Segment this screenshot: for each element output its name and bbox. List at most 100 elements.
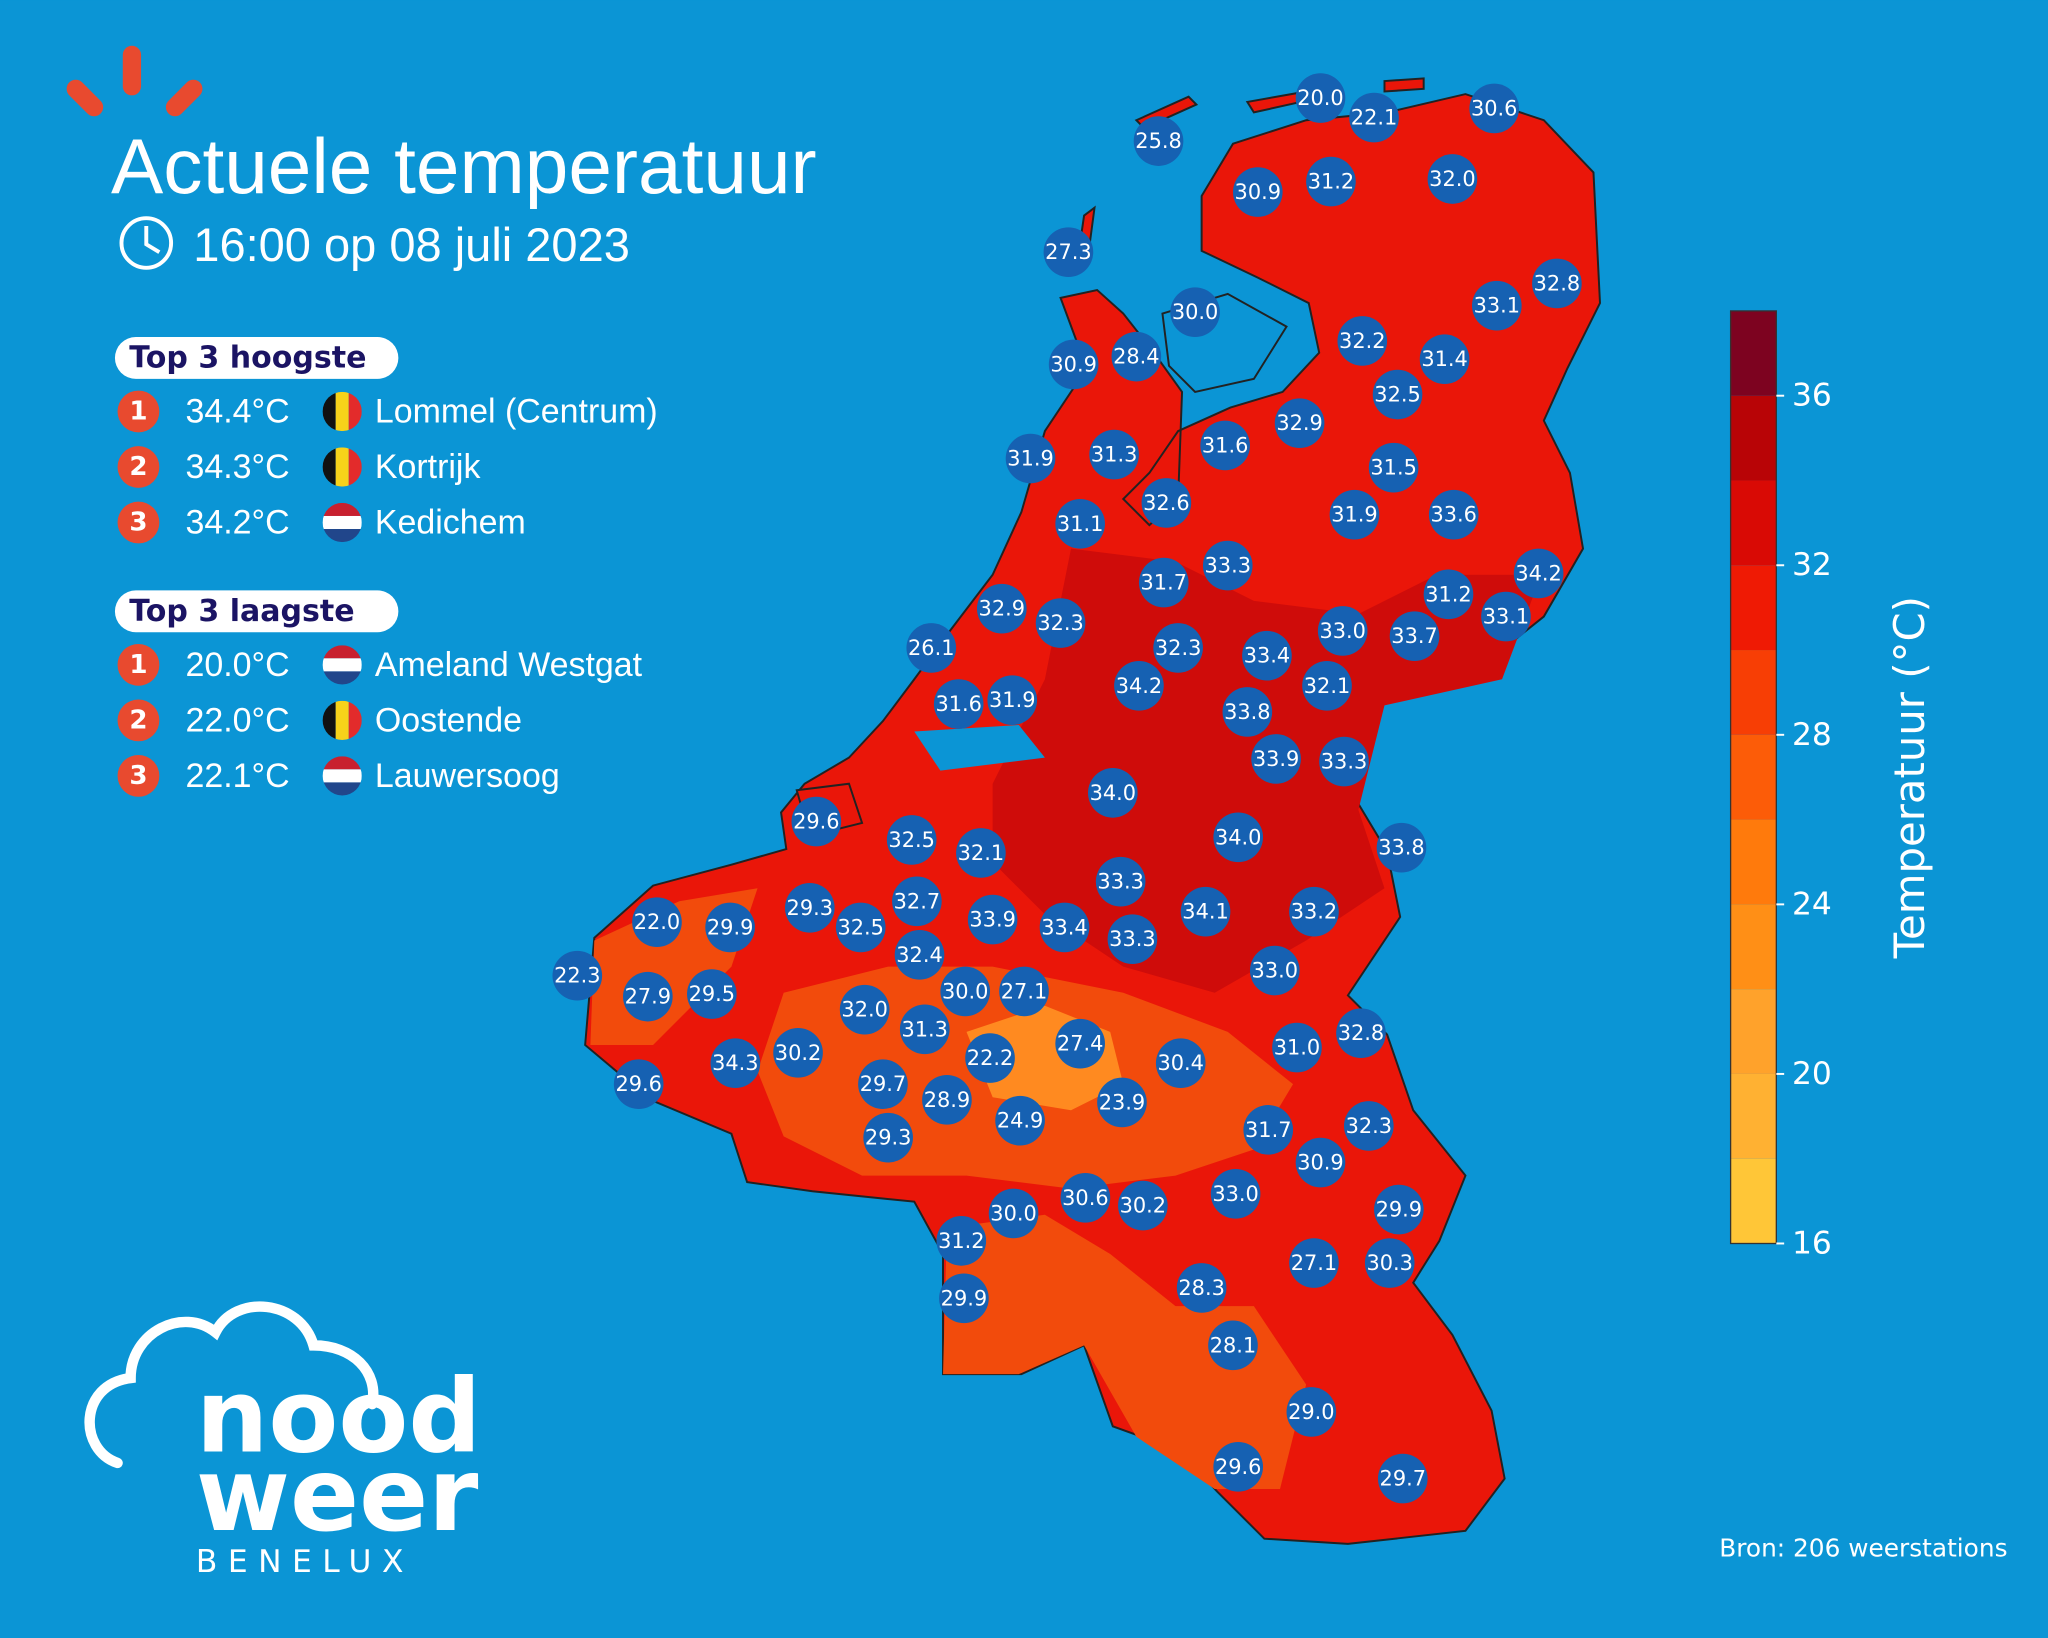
station-value: 32.5	[888, 828, 934, 852]
station-value: 32.2	[1339, 329, 1385, 353]
colorbar-label: Temperatuur (°C)	[1885, 596, 1934, 959]
station-name: Kortrijk	[375, 448, 482, 486]
colorbar-band	[1730, 650, 1777, 735]
station-value: 31.9	[1007, 447, 1053, 471]
station-value: 31.3	[901, 1017, 947, 1041]
station-value: 31.2	[1425, 582, 1471, 606]
station-value: 22.0	[634, 910, 680, 934]
station-value: 34.1	[1182, 900, 1228, 924]
station-marker	[1286, 1387, 1337, 1437]
station-value: 22.3	[554, 964, 600, 988]
flag-stripe	[348, 391, 362, 432]
rank: 3	[129, 508, 147, 538]
station-value: 29.7	[1380, 1467, 1426, 1491]
station-marker	[710, 1038, 761, 1089]
station-value: 30.9	[1050, 352, 1096, 376]
temp: 22.0°C	[185, 701, 289, 739]
colorbar-tick-label: 28	[1792, 717, 1832, 753]
flag-stripe	[335, 447, 349, 487]
station-marker	[1319, 736, 1369, 787]
station-marker	[940, 966, 991, 1017]
station-marker	[1374, 1184, 1424, 1235]
station-marker	[839, 984, 890, 1035]
station-marker	[863, 1112, 913, 1163]
station-value: 32.1	[1304, 674, 1350, 698]
clock-icon	[119, 216, 174, 270]
flag-stripe	[322, 391, 336, 432]
station-value: 33.3	[1097, 870, 1143, 894]
flag	[322, 700, 362, 740]
station-marker	[995, 1095, 1045, 1146]
list-heading-bg	[114, 590, 399, 633]
station-marker	[1289, 886, 1339, 937]
flag	[322, 502, 362, 543]
station-marker	[1055, 499, 1105, 549]
station-marker	[1295, 1137, 1346, 1188]
rank-badge	[117, 390, 160, 433]
station-marker	[933, 679, 984, 729]
station-value: 22.2	[967, 1046, 1013, 1070]
station-marker	[1428, 489, 1479, 540]
station-marker	[1306, 156, 1356, 207]
colorbar-band	[1730, 1073, 1777, 1159]
colorbar-tick-label: 36	[1792, 378, 1832, 414]
colorbar-band	[1730, 989, 1777, 1074]
station-value: 30.0	[1172, 300, 1218, 324]
station-marker	[1210, 1169, 1261, 1219]
station-marker	[1469, 83, 1520, 134]
station-value: 22.1	[1351, 106, 1397, 130]
station-marker	[1344, 1101, 1394, 1151]
station-marker	[956, 828, 1006, 878]
title: Actuele temperatuur	[111, 122, 817, 210]
station-value: 29.9	[1376, 1198, 1422, 1222]
station-value: 29.6	[615, 1072, 661, 1096]
station-value: 33.1	[1474, 294, 1520, 318]
station-value: 32.9	[979, 597, 1025, 621]
station-name: Oostende	[375, 701, 522, 739]
station-value: 33.1	[1483, 605, 1529, 629]
station-value: 33.7	[1391, 624, 1437, 648]
station-value: 32.8	[1534, 271, 1580, 295]
station-value: 30.4	[1157, 1051, 1203, 1075]
temp: 34.4°C	[185, 392, 289, 430]
station-marker	[1180, 886, 1231, 937]
top-lists: Top 3 hoogste 1 34.4°C Lommel (Centrum) 2 34.…	[114, 337, 658, 797]
station-value: 34.2	[1515, 561, 1561, 585]
colorbar-band	[1730, 734, 1777, 820]
station-marker	[1389, 611, 1440, 661]
flag	[322, 447, 362, 487]
colorbar-band	[1730, 480, 1777, 566]
station-marker	[999, 966, 1049, 1017]
temp: 22.1°C	[185, 757, 289, 795]
station-marker	[1200, 420, 1250, 471]
logo-subtext: BENELUX	[196, 1544, 414, 1580]
station-value: 31.7	[1245, 1118, 1291, 1142]
station-marker	[791, 796, 842, 847]
colorbar-frame	[1729, 310, 1777, 1245]
station-value: 31.9	[989, 688, 1035, 712]
flag-stripe	[322, 447, 336, 487]
station-value: 29.5	[689, 982, 735, 1006]
station-marker	[894, 930, 945, 980]
flag-stripe	[322, 645, 362, 659]
station-marker	[1295, 73, 1346, 123]
station-marker	[1005, 433, 1056, 484]
station-marker	[1118, 1180, 1168, 1231]
station-value: 29.0	[1288, 1400, 1334, 1424]
station-value: 29.9	[941, 1286, 987, 1310]
station-value: 31.2	[1308, 170, 1354, 194]
station-value: 30.2	[1120, 1194, 1166, 1218]
station-value: 33.2	[1291, 900, 1337, 924]
flag-stripe	[348, 700, 362, 740]
station-marker	[858, 1059, 908, 1109]
station-value: 30.0	[942, 979, 988, 1003]
station-marker	[1055, 1018, 1105, 1069]
colorbar-band	[1730, 904, 1777, 990]
station-value: 30.0	[990, 1201, 1036, 1225]
colorbar-band	[1730, 565, 1777, 651]
station-marker	[632, 897, 682, 947]
station-value: 26.1	[908, 636, 954, 660]
station-marker	[1376, 822, 1427, 873]
flag-stripe	[322, 700, 336, 740]
station-value: 29.9	[707, 915, 753, 939]
